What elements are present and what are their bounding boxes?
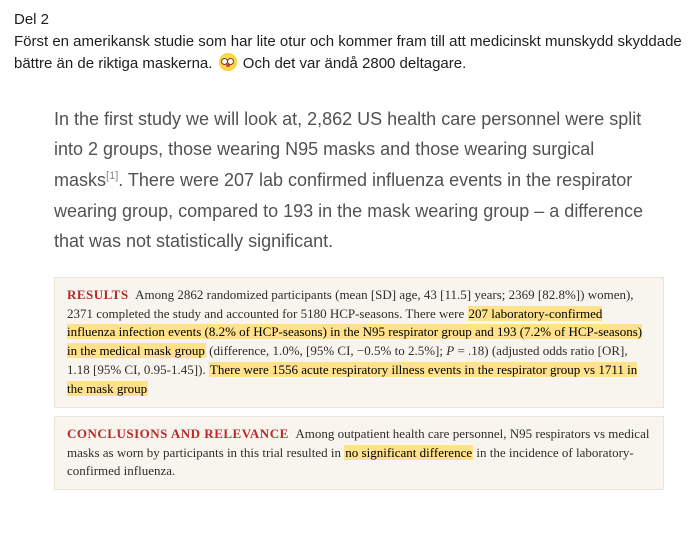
quote-footnote-ref: [1] — [106, 170, 118, 182]
post-heading: Del 2 — [14, 10, 686, 30]
article-quote: In the first study we will look at, 2,86… — [14, 104, 686, 257]
conclusions-citation-box: CONCLUSIONS AND RELEVANCE Among outpatie… — [54, 416, 664, 491]
conclusions-label: CONCLUSIONS AND RELEVANCE — [67, 426, 289, 441]
results-italic-p: P — [446, 343, 454, 358]
results-seg2: (difference, 1.0%, [95% CI, −0.5% to 2.5… — [206, 343, 446, 358]
post-body-after-emoji: Och det var ändå 2800 deltagare. — [239, 55, 467, 72]
conclusions-highlight-1: no significant difference — [344, 445, 473, 460]
results-citation-box: RESULTS Among 2862 randomized participan… — [54, 277, 664, 408]
flushed-face-emoji — [219, 53, 237, 71]
quote-text-after-ref: . There were 207 lab confirmed influenza… — [54, 170, 643, 251]
results-label: RESULTS — [67, 287, 129, 302]
post-body: Först en amerikansk studie som har lite … — [14, 32, 686, 74]
